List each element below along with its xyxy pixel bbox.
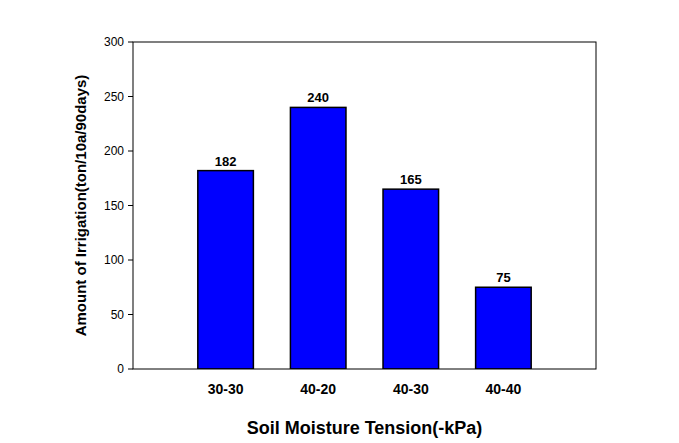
data-label: 182	[215, 154, 237, 169]
y-tick-label: 50	[111, 308, 125, 322]
bar	[290, 107, 346, 369]
y-tick-label: 250	[104, 90, 124, 104]
x-tick-label: 40-40	[485, 381, 521, 397]
bar	[383, 189, 439, 369]
bars	[198, 107, 531, 369]
x-tick-label: 40-20	[300, 381, 336, 397]
chart-container: 0 50 100 150 200 250 300 30-30 40-20 40-30 40-40 18…	[0, 0, 679, 443]
bar	[198, 171, 254, 369]
data-label: 165	[400, 172, 422, 187]
x-tick-label: 30-30	[208, 381, 244, 397]
x-axis-label: Soil Moisture Tension(-kPa)	[247, 418, 483, 438]
y-tick	[128, 314, 133, 315]
y-tick	[128, 260, 133, 261]
y-tick	[128, 42, 133, 43]
y-tick	[128, 205, 133, 206]
x-tick-label: 40-30	[393, 381, 429, 397]
bar	[476, 287, 532, 369]
y-tick	[128, 151, 133, 152]
data-label: 75	[496, 270, 510, 285]
data-label: 240	[307, 90, 329, 105]
y-tick-label: 100	[104, 253, 124, 267]
y-tick-label: 300	[104, 35, 124, 49]
y-axis-label: Amount of Irrigation(ton/10a/90days)	[72, 75, 89, 337]
chart-svg: 0 50 100 150 200 250 300 30-30 40-20 40-30 40-40 18…	[0, 0, 679, 443]
y-tick-label: 150	[104, 199, 124, 213]
y-tick-label: 200	[104, 144, 124, 158]
y-tick-label: 0	[117, 362, 124, 376]
y-tick	[128, 96, 133, 97]
plot-frame	[133, 42, 596, 369]
y-tick	[128, 369, 133, 370]
